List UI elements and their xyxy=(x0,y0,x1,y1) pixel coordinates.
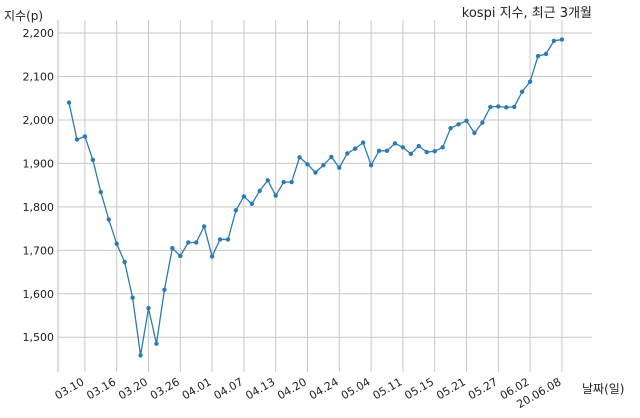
data-point xyxy=(440,145,445,150)
grid xyxy=(58,20,592,372)
data-point xyxy=(305,162,310,167)
data-point xyxy=(233,208,239,213)
x-tick-label: 04.24 xyxy=(307,375,341,402)
data-point xyxy=(82,134,88,139)
data-point xyxy=(527,79,533,84)
data-point xyxy=(392,141,398,146)
x-tick-label: 03.26 xyxy=(148,375,182,402)
x-tick-label: 03.20 xyxy=(116,375,150,402)
data-point xyxy=(368,162,374,168)
x-tick-label: 05.27 xyxy=(466,375,500,402)
y-tick-label: 1,800 xyxy=(23,201,55,214)
data-point xyxy=(257,188,262,193)
series-line xyxy=(68,38,563,356)
data-point xyxy=(170,245,175,251)
data-point xyxy=(464,118,469,124)
data-point xyxy=(249,201,255,207)
data-point xyxy=(535,53,541,59)
data-point xyxy=(400,145,406,150)
data-point xyxy=(424,149,429,155)
data-point xyxy=(98,189,104,195)
data-point xyxy=(186,240,191,245)
data-point xyxy=(551,38,557,44)
data-point xyxy=(265,178,270,183)
data-point xyxy=(353,146,358,151)
x-tick-label: 04.13 xyxy=(243,375,277,402)
data-point xyxy=(384,148,390,154)
x-tick-label: 05.11 xyxy=(371,375,405,402)
y-tick-label: 1,700 xyxy=(23,244,55,257)
x-tick-label: 03.10 xyxy=(53,375,87,402)
data-point xyxy=(154,341,159,346)
y-tick-label: 1,500 xyxy=(23,331,55,344)
data-point xyxy=(225,237,231,242)
data-point xyxy=(472,130,477,136)
data-point xyxy=(138,353,143,358)
data-point xyxy=(512,104,517,110)
data-point xyxy=(376,148,382,154)
data-point xyxy=(496,104,501,109)
data-point xyxy=(519,89,525,94)
data-point xyxy=(273,193,278,198)
data-point xyxy=(432,149,437,154)
data-point xyxy=(488,104,493,110)
data-point xyxy=(122,259,127,265)
data-point xyxy=(241,194,247,199)
x-axis: 03.1003.1603.2003.2604.0104.0704.1304.20… xyxy=(53,375,564,411)
data-point xyxy=(329,154,334,160)
data-point xyxy=(360,140,366,145)
data-point xyxy=(504,105,509,110)
y-tick-label: 2,000 xyxy=(23,114,55,127)
data-point xyxy=(337,165,342,170)
chart-title: kospi 지수, 최근 3개월 xyxy=(462,6,592,21)
y-axis: 1,500 1,600 1,700 1,800 1,900 2,000 2,100 2,200 xyxy=(23,27,55,344)
x-tick-label: 05.15 xyxy=(402,375,436,402)
data-point xyxy=(321,162,326,168)
data-point xyxy=(178,253,183,259)
data-point xyxy=(408,151,414,157)
data-point xyxy=(456,122,461,127)
data-point xyxy=(543,51,549,57)
data-point xyxy=(448,126,453,131)
data-point xyxy=(281,179,286,185)
data-point xyxy=(416,143,421,149)
x-tick-label: 05.04 xyxy=(339,375,373,402)
x-tick-label: 05.21 xyxy=(434,375,468,402)
data-points xyxy=(66,37,565,358)
x-axis-label: 날짜(일) xyxy=(582,382,624,396)
x-tick-label: 04.20 xyxy=(275,375,309,402)
data-point xyxy=(289,179,294,185)
y-tick-label: 2,100 xyxy=(23,70,55,83)
data-point xyxy=(313,170,318,175)
y-axis-label: 지수(p) xyxy=(4,9,43,23)
data-point xyxy=(480,120,485,125)
data-point xyxy=(297,155,302,160)
data-point xyxy=(114,241,119,247)
data-point xyxy=(74,137,80,142)
x-tick-label: 04.01 xyxy=(180,375,214,402)
data-point xyxy=(217,237,223,242)
data-point xyxy=(559,37,565,42)
y-tick-label: 2,200 xyxy=(23,27,55,40)
data-point xyxy=(194,240,199,245)
data-point xyxy=(162,287,167,293)
data-point xyxy=(66,100,72,105)
y-tick-label: 1,900 xyxy=(23,157,55,170)
data-point xyxy=(106,217,111,222)
data-point xyxy=(201,224,207,229)
x-tick-label: 03.16 xyxy=(84,375,118,402)
data-point xyxy=(345,151,350,156)
y-tick-label: 1,600 xyxy=(23,288,55,301)
data-point xyxy=(146,305,151,311)
data-point xyxy=(90,157,96,163)
data-point xyxy=(130,295,135,300)
data-point xyxy=(209,254,215,259)
x-tick-label: 04.07 xyxy=(212,375,246,402)
